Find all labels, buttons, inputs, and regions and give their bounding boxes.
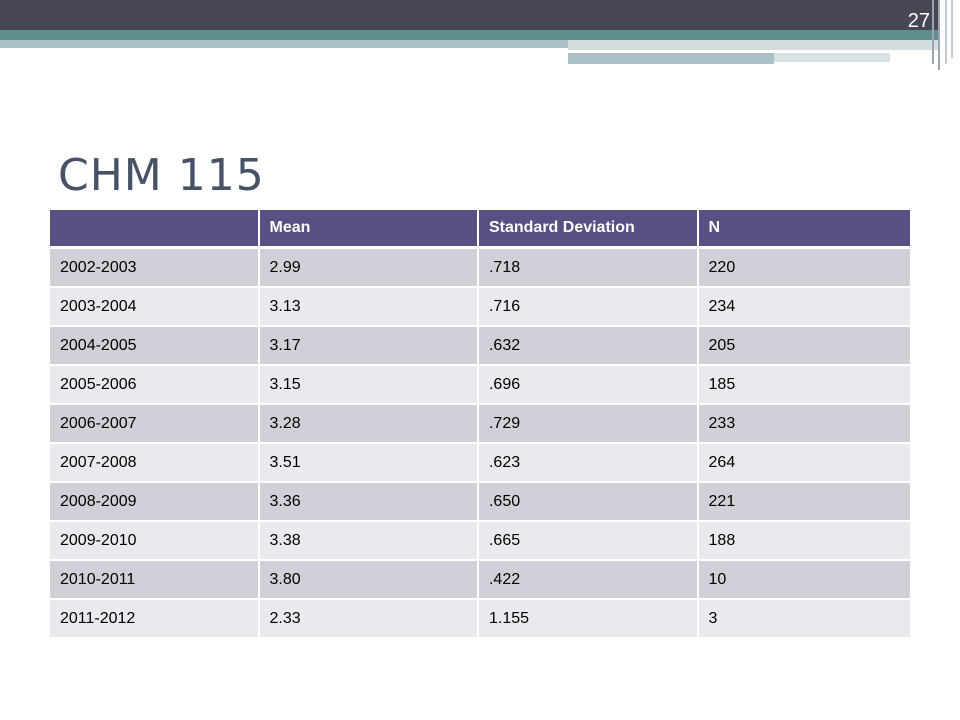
table-row: 2007-2008 3.51.623 264 (48, 442, 913, 483)
mean-cell: 2.33 (257, 598, 479, 639)
n-cell: 221 (696, 481, 913, 522)
header-cell-year (48, 208, 260, 249)
std-dev-cell: .665 (476, 520, 699, 561)
std-dev-cell: .623 (476, 442, 699, 483)
year-cell: 2003-2004 (48, 286, 260, 327)
decorative-vertical-line (945, 0, 947, 64)
page-number: 27 (907, 10, 930, 32)
table-row: 2010-2011 3.80.422 10 (48, 559, 913, 600)
table-row: 2011-2012 2.33 1.155 3 (48, 598, 913, 639)
n-cell: 264 (696, 442, 913, 483)
year-cell: 2011-2012 (48, 598, 260, 639)
slide-title: CHM 115 (58, 150, 265, 201)
mean-cell: 3.51 (257, 442, 479, 483)
mean-cell: 3.13 (257, 286, 479, 327)
mean-cell: 3.17 (257, 325, 479, 366)
mean-cell: 3.36 (257, 481, 479, 522)
std-dev-cell: .650 (476, 481, 699, 522)
mean-cell: 3.38 (257, 520, 479, 561)
year-cell: 2007-2008 (48, 442, 260, 483)
table-row: 2008-2009 3.36.650 221 (48, 481, 913, 522)
table-row: 2004-2005 3.17.632 205 (48, 325, 913, 366)
table-header-row: Mean Standard Deviation N (48, 208, 913, 249)
table-body: 2002-2003 2.99.718 220 2003-2004 3.13.716 234… (48, 246, 913, 639)
top-banner-light-stripe (0, 40, 568, 48)
table-row: 2006-2007 3.28.729 233 (48, 403, 913, 444)
n-cell: 185 (696, 364, 913, 405)
top-banner-lower-stripe (568, 53, 774, 64)
std-dev-cell: .632 (476, 325, 699, 366)
table-row: 2009-2010 3.38.665 188 (48, 520, 913, 561)
n-cell: 220 (696, 246, 913, 288)
mean-cell: 2.99 (257, 246, 479, 288)
year-cell: 2010-2011 (48, 559, 260, 600)
std-dev-cell: .422 (476, 559, 699, 600)
statistics-table: Mean Standard Deviation N 2002-2003 2.99.… (48, 208, 913, 639)
top-banner-teal-stripe (0, 30, 940, 40)
n-cell: 3 (696, 598, 913, 639)
decorative-vertical-line (938, 0, 940, 70)
std-dev-cell: 1.155 (476, 598, 699, 639)
std-dev-cell: .696 (476, 364, 699, 405)
n-cell: 234 (696, 286, 913, 327)
mean-cell: 3.15 (257, 364, 479, 405)
top-banner-divider (568, 50, 890, 53)
year-cell: 2009-2010 (48, 520, 260, 561)
header-cell-standard-deviation: Standard Deviation (476, 208, 699, 249)
year-cell: 2006-2007 (48, 403, 260, 444)
decorative-vertical-line (951, 0, 953, 58)
decorative-vertical-line (932, 0, 934, 64)
top-banner-gray-stripe (568, 40, 940, 50)
table-row: 2003-2004 3.13.716 234 (48, 286, 913, 327)
table-row: 2005-2006 3.15.696 185 (48, 364, 913, 405)
year-cell: 2002-2003 (48, 246, 260, 288)
table-row: 2002-2003 2.99.718 220 (48, 246, 913, 288)
header-cell-mean: Mean (257, 208, 479, 249)
n-cell: 188 (696, 520, 913, 561)
mean-cell: 3.28 (257, 403, 479, 444)
n-cell: 10 (696, 559, 913, 600)
top-banner-lower-stripe-light (774, 53, 890, 62)
top-banner (0, 0, 940, 30)
year-cell: 2008-2009 (48, 481, 260, 522)
mean-cell: 3.80 (257, 559, 479, 600)
year-cell: 2004-2005 (48, 325, 260, 366)
std-dev-cell: .729 (476, 403, 699, 444)
year-cell: 2005-2006 (48, 364, 260, 405)
std-dev-cell: .718 (476, 246, 699, 288)
std-dev-cell: .716 (476, 286, 699, 327)
n-cell: 205 (696, 325, 913, 366)
n-cell: 233 (696, 403, 913, 444)
header-cell-n: N (696, 208, 913, 249)
